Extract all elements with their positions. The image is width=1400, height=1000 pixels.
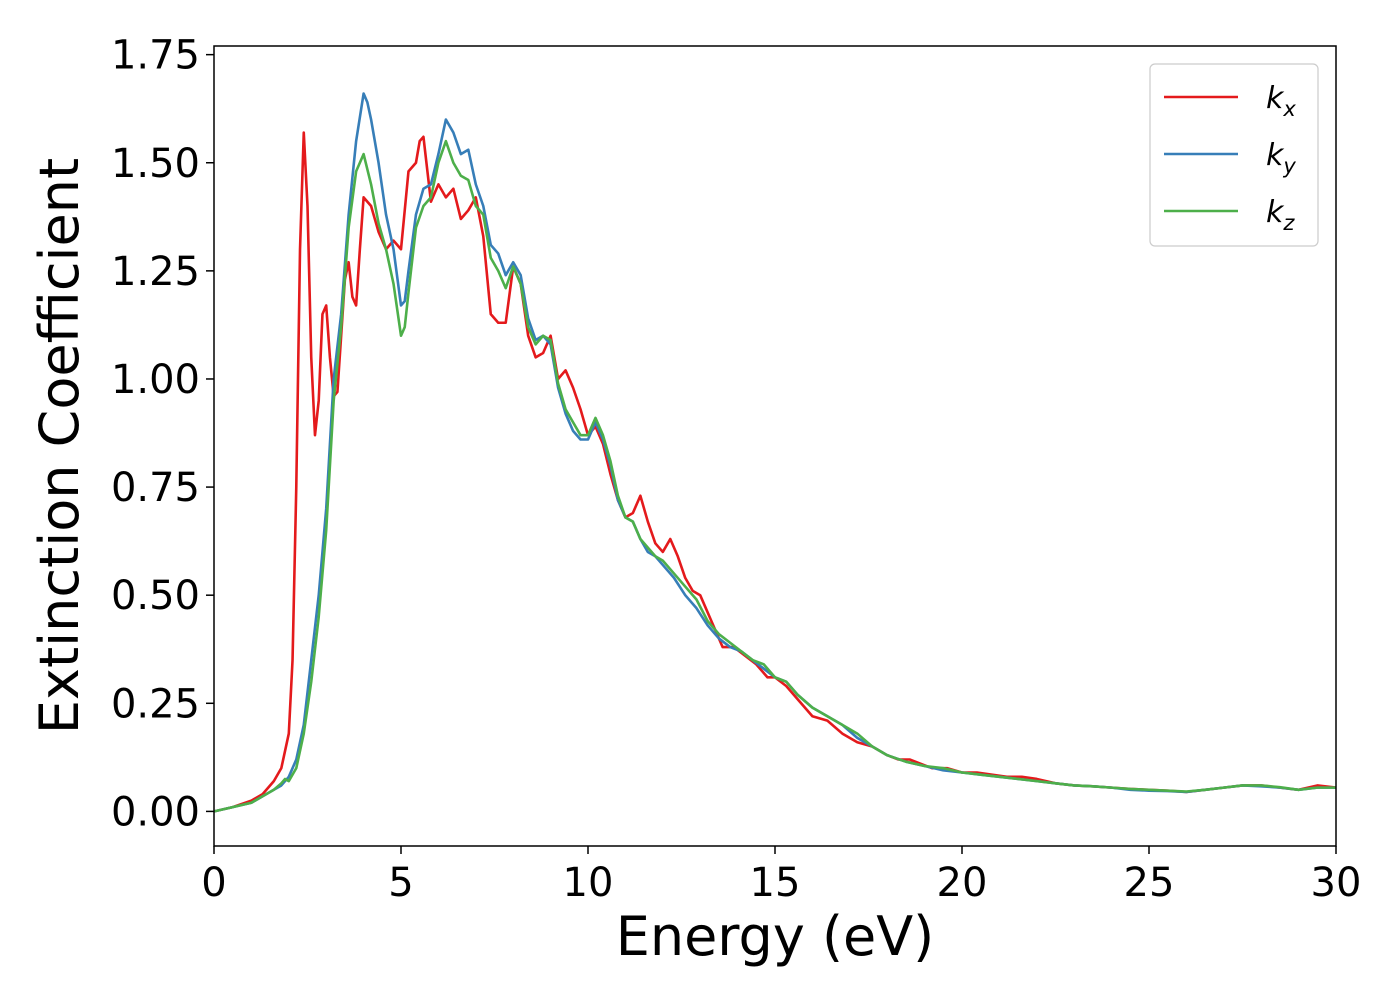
x-axis-title: Energy (eV) [616,905,935,968]
y-tick-label: 0.50 [111,573,200,619]
plot-area [214,46,1336,846]
y-axis: 0.00 0.25 0.50 0.75 1.00 1.25 1.50 1.75 [111,33,214,835]
y-tick-label: 1.25 [111,249,200,295]
x-tick-label: 0 [201,860,226,906]
y-tick-label: 1.50 [111,141,200,187]
y-tick-label: 0.75 [111,465,200,511]
y-tick-label: 0.00 [111,789,200,835]
y-tick-label: 1.00 [111,357,200,403]
series-layer [214,92,1336,813]
y-axis-title: Extinction Coefficient [28,158,91,734]
x-tick-label: 25 [1124,860,1175,906]
legend: kx ky kz [1149,63,1319,247]
y-tick-label: 1.75 [111,33,200,79]
series-line-z [214,139,1336,813]
x-tick-label: 10 [563,860,614,906]
legend-label-z: kz [1266,195,1295,235]
x-tick-label: 15 [750,860,801,906]
legend-label-x: kx [1266,81,1296,121]
x-axis: 0 5 10 15 20 25 30 [201,846,1361,906]
x-tick-label: 20 [937,860,988,906]
x-tick-label: 30 [1311,860,1362,906]
y-tick-label: 0.25 [111,681,200,727]
x-tick-label: 5 [388,860,413,906]
legend-label-y: ky [1266,138,1296,178]
